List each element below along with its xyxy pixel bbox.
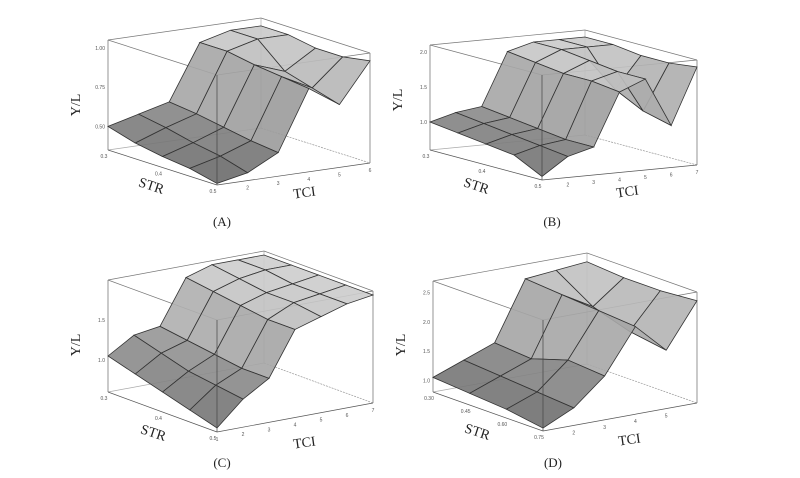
- surface-cell-3-0: [513, 145, 569, 178]
- surface-cell-2-0: [505, 391, 575, 429]
- z-axis-label: Y/L: [69, 94, 84, 117]
- box-edge-front-left: [429, 149, 543, 181]
- z-tick-label: 1.5: [98, 318, 105, 324]
- panel-label: (A): [213, 214, 231, 229]
- z-axis-label: Y/L: [391, 89, 406, 112]
- box-edge-back-right: [584, 134, 698, 166]
- str-tick-label: 0.3: [101, 396, 108, 402]
- tci-tick-label: 3: [603, 425, 606, 431]
- str-tick-label: 0.3: [423, 154, 430, 160]
- tci-tick-label: 6: [670, 173, 673, 179]
- panel-label: (B): [543, 214, 560, 229]
- z-tick-label: 0.75: [95, 85, 105, 91]
- z-axis-label: Y/L: [394, 334, 409, 357]
- str-axis-label: STR: [139, 423, 169, 445]
- str-tick-label: 0.60: [497, 422, 507, 428]
- box-edge-top-back-right: [263, 250, 374, 292]
- tci-tick-label: 3: [277, 181, 280, 187]
- box-edge-top-back-right: [260, 17, 371, 54]
- str-tick-label: 0.4: [479, 169, 486, 175]
- str-tick-label: 0.5: [210, 436, 217, 442]
- tci-tick-label: 2: [572, 430, 575, 436]
- z-tick-label: 1.5: [420, 85, 427, 91]
- box-edge-front-right: [216, 402, 374, 433]
- tci-axis-label: TCI: [292, 184, 317, 202]
- tci-axis-label: TCI: [292, 434, 317, 452]
- tci-tick-label: 4: [294, 423, 297, 429]
- box-edge-front-left: [432, 391, 544, 432]
- str-axis-label: STR: [137, 176, 167, 198]
- tci-axis-label: TCI: [617, 431, 642, 449]
- str-axis-label: STR: [463, 422, 493, 444]
- tci-tick-label: 7: [696, 170, 699, 176]
- str-tick-label: 0.3: [101, 154, 108, 160]
- tci-tick-label: 5: [338, 172, 341, 178]
- tci-tick-label: 6: [369, 168, 372, 174]
- box-edge-front-right: [542, 402, 698, 432]
- surface-cell-3-0: [188, 155, 249, 184]
- surface-panel-a: 0.50 0.75 1.00 0.3 0.4 0.5 2 3 4 5 6 Y/L STR TCI (A): [69, 17, 372, 229]
- surface-panel-d: 1.0 1.5 2.0 2.5 0.30 0.45 0.60 0.75 2 3 4 5 Y/L STR TC…: [394, 252, 698, 470]
- z-tick-label: 2.0: [423, 320, 430, 326]
- box-edge-top-back-right: [584, 29, 698, 61]
- box-edge-front-left: [107, 149, 218, 186]
- box-edge-top-back-left: [432, 252, 588, 282]
- z-tick-label: 0.50: [95, 124, 105, 130]
- surface-panel-b: 1.0 1.5 2.0 0.3 0.4 0.5 2 3 4 5 6 7 Y/L STR TCI (B): [391, 29, 699, 229]
- box-edge-top-back-left: [429, 29, 586, 46]
- tci-tick-label: 7: [372, 408, 375, 414]
- z-tick-label: 1.0: [98, 358, 105, 364]
- tci-tick-label: 2: [566, 183, 569, 189]
- z-tick-label: 2.5: [423, 291, 430, 297]
- box-edge-front-right: [216, 162, 371, 186]
- panel-label: (D): [544, 455, 562, 470]
- str-tick-label: 0.4: [155, 172, 162, 178]
- box-edge-front-left: [107, 391, 218, 433]
- z-tick-label: 2.0: [420, 50, 427, 56]
- box-edge-front-right: [541, 164, 698, 181]
- tci-tick-label: 3: [592, 180, 595, 186]
- panel-label: (C): [213, 455, 230, 470]
- box-edge-top-back-right: [586, 252, 698, 293]
- tci-tick-label: 6: [346, 413, 349, 419]
- z-tick-label: 1.00: [95, 46, 105, 52]
- z-tick-label: 1.5: [423, 349, 430, 355]
- tci-tick-label: 5: [644, 175, 647, 181]
- str-axis-label: STR: [462, 176, 492, 198]
- z-axis-label: Y/L: [69, 334, 84, 357]
- str-tick-label: 0.5: [210, 189, 217, 195]
- str-tick-label: 0.30: [424, 396, 434, 402]
- box-edge-top-back-left: [107, 250, 265, 281]
- box-edge-top-back-left: [107, 17, 262, 41]
- tci-tick-label: 2: [242, 432, 245, 438]
- z-tick-label: 1.0: [423, 378, 430, 384]
- tci-tick-label: 2: [246, 186, 249, 192]
- z-tick-label: 1.0: [420, 120, 427, 126]
- tci-tick-label: 3: [268, 427, 271, 433]
- str-tick-label: 0.75: [534, 435, 544, 441]
- tci-tick-label: 5: [665, 414, 668, 420]
- box-edge-back-right: [263, 362, 374, 404]
- surface-cell-3-0: [189, 384, 244, 429]
- tci-tick-label: 1: [216, 437, 219, 443]
- tci-tick-label: 4: [618, 178, 621, 184]
- tci-axis-label: TCI: [615, 183, 640, 201]
- str-tick-label: 0.4: [155, 416, 162, 422]
- tci-tick-label: 4: [634, 419, 637, 425]
- str-tick-label: 0.45: [461, 409, 471, 415]
- tci-tick-label: 5: [320, 418, 323, 424]
- surface-panel-c: 1.0 1.5 0.3 0.4 0.5 1 2 3 4 5 6 7 Y/L STR TCI (C): [69, 250, 375, 470]
- tci-tick-label: 4: [307, 177, 310, 183]
- str-tick-label: 0.5: [535, 184, 542, 190]
